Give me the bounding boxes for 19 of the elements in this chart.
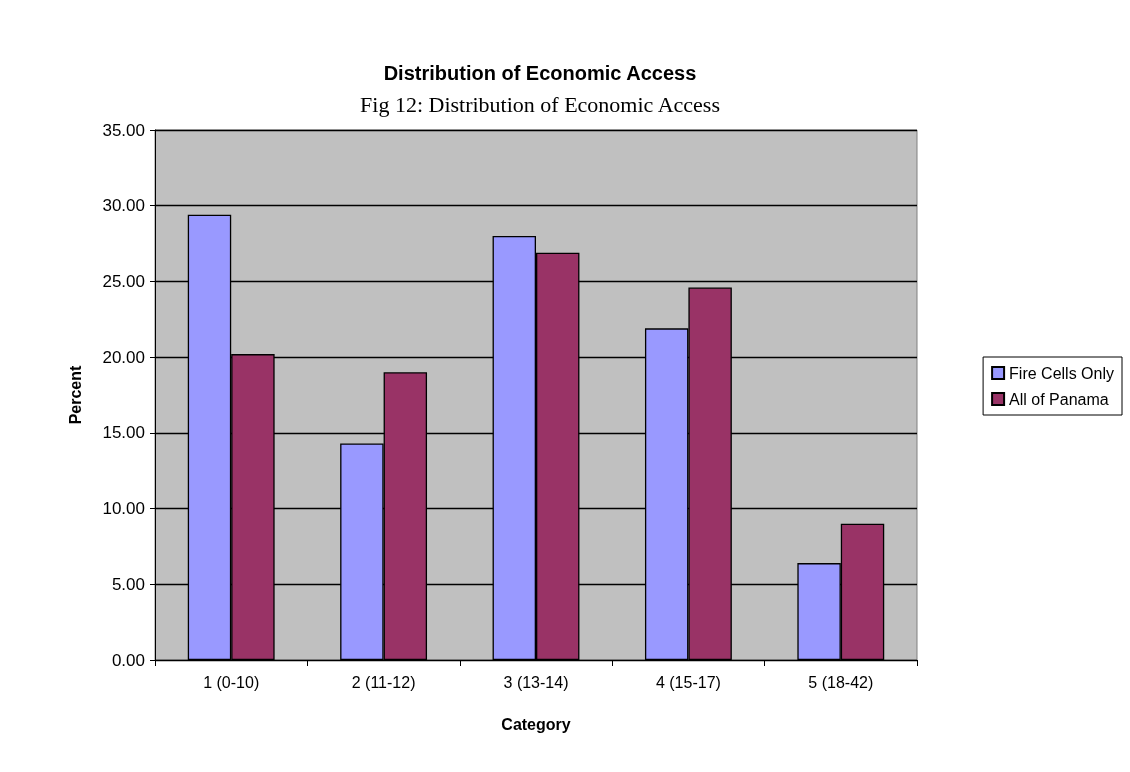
chart-title: Distribution of Economic Access [383, 62, 697, 84]
y-tick-label: 25.00 [102, 271, 145, 291]
y-tick-label: 35.00 [102, 120, 145, 140]
x-tick-label: 5 (18-42) [808, 673, 874, 691]
y-tick-label: 30.00 [102, 196, 145, 216]
y-tick-label: 15.00 [102, 423, 145, 443]
y-tick-label: 5.00 [111, 574, 145, 594]
x-tick-label: 4 (15-17) [655, 673, 721, 691]
y-tick-label: 20.00 [102, 347, 145, 367]
y-axis-title: Percent [66, 364, 84, 425]
chart-subtitle: Fig 12: Distribution of Economic Access [360, 91, 720, 117]
legend-label: Fire Cells Only [1009, 364, 1114, 382]
legend-label: All of Panama [1009, 390, 1109, 408]
y-tick-label: 10.00 [102, 499, 145, 519]
x-tick-label: 3 (13-14) [503, 673, 569, 691]
x-tick-label: 2 (11-12) [351, 673, 416, 691]
x-axis-title: Category [501, 715, 571, 733]
x-tick-label: 1 (0-10) [203, 673, 260, 691]
y-tick-label: 0.00 [111, 650, 145, 670]
